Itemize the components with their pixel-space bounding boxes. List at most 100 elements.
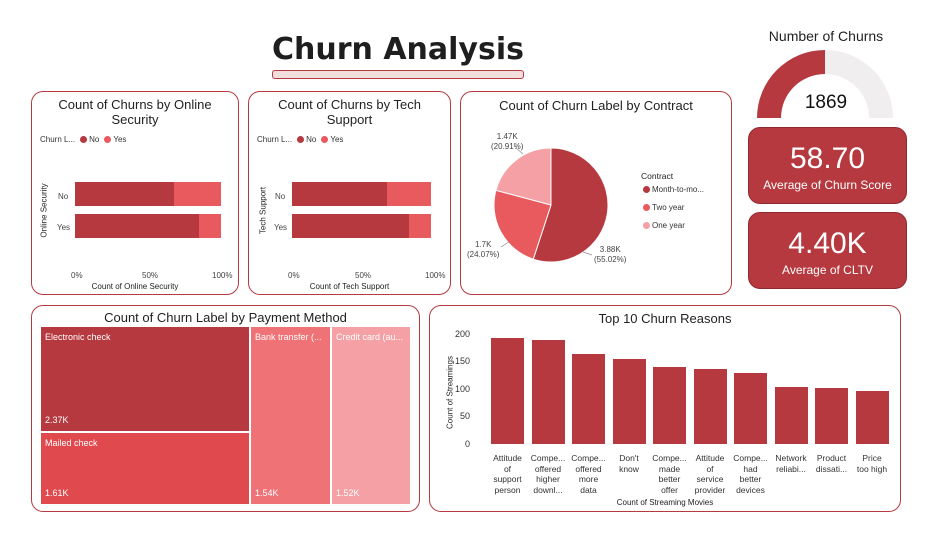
bar-no-no[interactable] — [75, 182, 175, 206]
reason-label-line: dissati... — [815, 463, 848, 474]
reason-label-9: Product dissati... — [811, 453, 853, 474]
reason-bar-2[interactable] — [531, 340, 565, 444]
contract-card[interactable]: Count of Churn Label by Contract 1.47K (… — [460, 91, 732, 295]
contract-title: Count of Churn Label by Contract — [499, 98, 693, 113]
reasons-card[interactable]: Top 10 Churn Reasons Count of Streamings… — [429, 305, 901, 512]
pie-slice-one-year[interactable] — [495, 147, 552, 206]
reason-label-line: better — [739, 474, 762, 484]
reason-label-line: downl... — [533, 484, 563, 495]
reasons-ytick-0: 0 — [464, 439, 470, 449]
online-security-cat-no: No — [58, 192, 69, 201]
reason-label-1: Attitude of support person — [487, 453, 529, 495]
reason-label-line: Product — [816, 453, 847, 463]
bar-no-no[interactable] — [292, 182, 387, 206]
tech-support-ylabel: Tech Support — [258, 186, 268, 235]
treemap-electronic-check-label: Electronic check — [45, 332, 111, 342]
bar-yes-yes[interactable] — [408, 214, 431, 238]
reason-bar-7[interactable] — [734, 372, 767, 444]
churn-score-kpi[interactable]: 58.70 Average of Churn Score — [748, 127, 907, 204]
online-security-card[interactable]: Count of Churns by Online Security Churn… — [31, 91, 239, 295]
online-security-tick-50: 50% — [142, 271, 159, 280]
bar-yes-no[interactable] — [75, 214, 200, 238]
legend-no-marker — [80, 136, 88, 143]
reason-label-line: Compe... — [571, 453, 606, 463]
tech-support-title-line1: Count of Churns by Tech — [278, 97, 421, 112]
contract-pie — [493, 147, 609, 263]
title-underline — [272, 70, 524, 79]
pie-label-one-year-value: 1.47K — [496, 132, 518, 141]
pie-leader-line — [500, 241, 510, 248]
reason-label-line: better — [658, 474, 681, 484]
pie-label-two-year-pct: (24.07%) — [467, 250, 500, 259]
pie-label-two-year-value: 1.7K — [475, 240, 492, 249]
online-security-legend: Churn L... No Yes — [40, 135, 126, 144]
churn-count-gauge — [757, 50, 893, 118]
pie-label-one-year-pct: (20.91%) — [491, 142, 524, 151]
reason-bar-5[interactable] — [653, 367, 686, 444]
treemap-mailed-check[interactable]: Mailed check 1.61K — [40, 432, 250, 505]
reason-label-line: reliabi... — [776, 463, 806, 474]
bar-yes-no[interactable] — [292, 214, 409, 238]
tech-support-card[interactable]: Count of Churns by Tech Support Churn L.… — [248, 91, 451, 295]
online-security-title: Count of Churns by Online Security — [32, 97, 238, 127]
tech-support-cat-yes: Yes — [274, 223, 288, 232]
legend-yes-label: Yes — [330, 135, 344, 144]
online-security-title-line1: Count of Churns by Online — [58, 97, 212, 112]
pie-leader-line — [582, 251, 593, 256]
tech-support-title-line2: Support — [326, 112, 373, 127]
tech-support-xlabel: Count of Tech Support — [309, 282, 390, 291]
tech-support-tick-50: 50% — [355, 271, 372, 280]
reasons-ytick-50: 50 — [459, 411, 470, 421]
reason-bar-6[interactable] — [693, 369, 727, 444]
reason-label-2: Compe... offered higher downl... — [527, 453, 569, 495]
reason-bar-3[interactable] — [572, 354, 605, 444]
reason-bar-8[interactable] — [774, 387, 808, 444]
page-title: Churn Analysis — [272, 32, 524, 67]
pie-slice-two-year[interactable] — [493, 189, 552, 260]
reason-label-line: Price — [862, 453, 882, 463]
online-security-cat-yes: Yes — [57, 223, 71, 232]
reason-label-line: of — [706, 463, 714, 474]
treemap-credit-card[interactable]: Credit card (au... 1.52K — [331, 326, 411, 505]
reason-bar-9[interactable] — [815, 387, 848, 444]
bar-no-yes[interactable] — [386, 182, 431, 206]
treemap-mailed-check-label: Mailed check — [45, 438, 98, 448]
tech-support-tick-0: 0% — [288, 271, 300, 280]
online-security-xlabel: Count of Online Security — [91, 282, 179, 291]
pie-label-month-value: 3.88K — [599, 245, 621, 254]
legend-no-label: No — [306, 135, 317, 144]
gauge-value: 1869 — [804, 92, 848, 113]
reason-label-line: person — [494, 484, 521, 495]
reason-label-line: more — [578, 474, 599, 484]
payment-card[interactable]: Count of Churn Label by Payment Method E… — [31, 305, 420, 512]
reasons-ytick-150: 150 — [454, 356, 470, 366]
gauge-fill-arc — [757, 50, 825, 118]
tech-support-tick-100: 100% — [425, 271, 446, 280]
contract-legend-month: Month-to-mo... — [638, 185, 704, 194]
treemap-electronic-check[interactable]: Electronic check 2.37K — [40, 326, 250, 432]
legend-no-label: No — [89, 135, 100, 144]
reason-label-8: Network reliabi... — [770, 453, 812, 474]
pie-slice-month-to-month[interactable] — [532, 147, 609, 263]
reason-label-line: Attitude — [695, 453, 725, 463]
legend-one-year-marker — [643, 222, 650, 229]
reason-label-line: Attitude — [493, 453, 522, 463]
treemap-bank-transfer[interactable]: Bank transfer (... 1.54K — [250, 326, 331, 505]
tech-support-title: Count of Churns by Tech Support — [249, 97, 450, 127]
tech-support-cat-no: No — [275, 192, 286, 201]
bar-yes-yes[interactable] — [199, 214, 221, 238]
online-security-tick-0: 0% — [71, 271, 83, 280]
reason-label-line: offered — [575, 463, 602, 474]
reason-bar-1[interactable] — [491, 338, 524, 444]
treemap-bank-transfer-label: Bank transfer (... — [255, 332, 322, 342]
reasons-xlabel: Count of Streaming Movies — [616, 498, 714, 507]
cltv-kpi[interactable]: 4.40K Average of CLTV — [748, 212, 907, 289]
bar-no-yes[interactable] — [174, 182, 221, 206]
reason-label-line: Network — [775, 453, 807, 463]
legend-yes-marker — [104, 136, 112, 143]
treemap-electronic-check-value: 2.37K — [45, 415, 69, 425]
reason-bar-4[interactable] — [612, 359, 646, 444]
payment-title: Count of Churn Label by Payment Method — [104, 310, 347, 325]
reason-bar-10[interactable] — [855, 390, 889, 444]
online-security-tick-100: 100% — [212, 271, 233, 280]
